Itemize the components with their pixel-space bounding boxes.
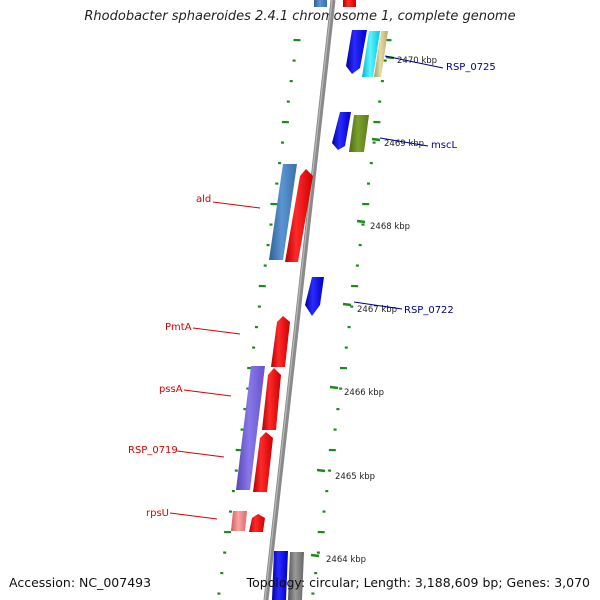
left-gene-labels: ald PmtA pssA RSP_0719 rpsU [128,194,261,520]
leader-pmta [192,327,241,335]
label-pssa: pssA [159,384,183,395]
tick-label-2468: 2468 kbp [370,222,410,232]
leader-pssa [183,389,232,397]
map-title: Rhodobacter sphaeroides 2.4.1 chromosome… [84,9,516,24]
gc-skew-marks [217,38,392,595]
gene-red-top [343,0,356,7]
gene-olive-mscl [349,115,369,152]
genes [231,0,388,600]
kbp-ticks: 2470 kbp 2469 kbp 2468 kbp 2467 kbp 2466… [310,55,437,565]
gene-red-pssa [262,368,281,430]
genome-backbone [263,0,336,600]
gene-blue-rsp0725-a [346,30,367,74]
tick-label-2466: 2466 kbp [344,388,384,398]
label-pmta: PmtA [165,322,192,333]
gene-steelblue-ald [269,164,297,260]
leader-rsp0725 [384,55,444,69]
gene-tan-rsp0725 [374,31,388,77]
label-rpsu: rpsU [146,508,169,519]
topology-text: Topology: circular; Length: 3,188,609 bp… [246,575,590,590]
gene-blue-rsp0722 [305,277,324,316]
tick-label-2467: 2467 kbp [357,305,397,315]
gene-blue-bottom [272,551,288,600]
gene-red-pmta [271,316,290,367]
leader-rsp0719 [176,450,225,458]
leader-mscl [379,137,429,147]
gene-cyan-rsp0725 [362,31,380,77]
gene-pink-rpsu [231,511,247,531]
genome-backbone-highlight [264,0,333,600]
label-ald: ald [196,194,211,205]
tick-mark-2469 [371,137,381,142]
gene-steelblue-top [314,0,327,7]
label-rsp0725: RSP_0725 [446,62,496,73]
tick-mark-2464 [310,553,320,558]
tick-mark-2467 [342,302,352,307]
gene-purple-long [236,366,265,490]
tick-mark-2466 [329,385,339,390]
leader-ald [212,201,261,209]
accession-text: Accession: NC_007493 [9,575,152,590]
gene-red-ald [285,169,313,262]
tick-mark-2468 [356,219,366,224]
tick-label-2464: 2464 kbp [326,555,366,565]
gene-red-rpsu [249,514,265,532]
tick-label-2470: 2470 kbp [397,56,437,66]
label-rsp0719: RSP_0719 [128,445,178,456]
leader-rpsu [169,512,218,520]
tick-label-2469: 2469 kbp [384,139,424,149]
tick-mark-2465 [316,468,326,473]
gene-blue-mscl [332,112,351,150]
label-mscl: mscL [431,140,457,151]
right-gene-labels: RSP_0725 mscL RSP_0722 [353,55,496,316]
gene-red-rsp0719 [253,432,273,492]
leader-rsp0722 [353,301,403,310]
gene-gray-bottom [288,552,304,600]
tick-label-2465: 2465 kbp [335,472,375,482]
label-rsp0722: RSP_0722 [404,305,454,316]
